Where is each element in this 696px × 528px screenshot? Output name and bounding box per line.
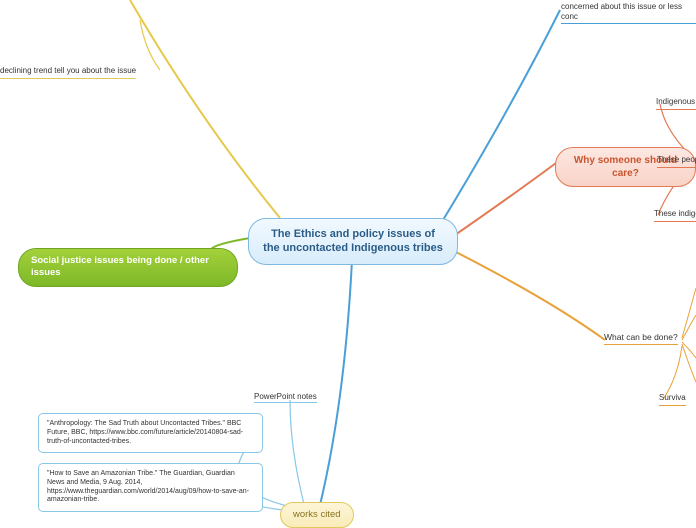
social-label: Social justice issues being done / other… — [31, 255, 209, 278]
leaf-survival-label: Surviva — [659, 393, 686, 402]
leaf-these-indig[interactable]: These indige — [654, 209, 696, 222]
works-cited-label: works cited — [293, 509, 341, 520]
citation-1-text: "Anthropology: The Sad Truth about Uncon… — [47, 420, 243, 445]
concerned-label: concerned about this issue or less conc — [561, 2, 682, 21]
citation-2-text: "How to Save an Amazonian Tribe." The Gu… — [47, 470, 249, 503]
node-social-justice[interactable]: Social justice issues being done / other… — [18, 248, 238, 287]
citation-1[interactable]: "Anthropology: The Sad Truth about Uncon… — [38, 413, 263, 453]
node-works-cited[interactable]: works cited — [280, 502, 354, 528]
leaf-these-people-label: These peopl — [657, 155, 696, 164]
what-done-label: What can be done? — [604, 332, 678, 342]
declining-label: declining trend tell you about the issue — [0, 66, 136, 75]
leaf-these-people[interactable]: These peopl — [657, 155, 696, 168]
central-topic[interactable]: The Ethics and policy issues of the unco… — [248, 218, 458, 265]
leaf-these-indig-label: These indige — [654, 209, 696, 218]
citation-2[interactable]: "How to Save an Amazonian Tribe." The Gu… — [38, 463, 263, 512]
node-declining[interactable]: declining trend tell you about the issue — [0, 66, 136, 79]
node-concerned[interactable]: concerned about this issue or less conc — [561, 2, 696, 24]
node-powerpoint[interactable]: PowerPoint notes — [254, 392, 317, 403]
node-what-done[interactable]: What can be done? — [604, 332, 678, 345]
powerpoint-label: PowerPoint notes — [254, 392, 317, 401]
central-label: The Ethics and policy issues of the unco… — [263, 228, 443, 254]
leaf-indigenous[interactable]: Indigenous p — [656, 97, 696, 110]
leaf-indigenous-label: Indigenous p — [656, 97, 696, 106]
leaf-survival[interactable]: Surviva — [659, 393, 686, 406]
